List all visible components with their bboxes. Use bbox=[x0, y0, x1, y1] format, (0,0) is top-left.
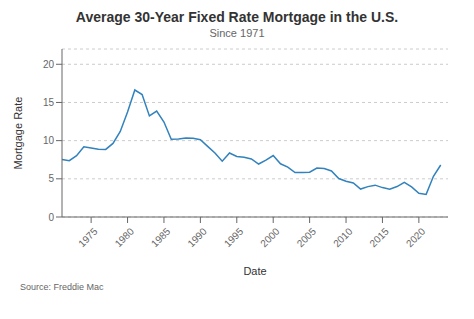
svg-text:15: 15 bbox=[43, 97, 55, 108]
html-text:Since 1971: Since 1971 bbox=[209, 27, 265, 39]
svg-text:5: 5 bbox=[48, 173, 54, 184]
html-text:Source: Freddie Mac: Source: Freddie Mac bbox=[20, 282, 104, 292]
svg-text:1995: 1995 bbox=[222, 225, 246, 249]
svg-text:2015: 2015 bbox=[367, 225, 391, 249]
svg-text:1975: 1975 bbox=[76, 225, 100, 249]
svg-text:2000: 2000 bbox=[258, 225, 282, 249]
svg-text:10: 10 bbox=[43, 135, 55, 146]
html-text:Average 30-Year Fixed Rate Mor: Average 30-Year Fixed Rate Mortgage in t… bbox=[75, 9, 399, 25]
svg-text:Mortgage Rate: Mortgage Rate bbox=[12, 97, 24, 170]
svg-text:0: 0 bbox=[48, 212, 54, 223]
svg-text:1985: 1985 bbox=[149, 225, 173, 249]
svg-text:1990: 1990 bbox=[185, 225, 209, 249]
svg-text:2005: 2005 bbox=[295, 225, 319, 249]
svg-text:2010: 2010 bbox=[331, 225, 355, 249]
svg-text:2020: 2020 bbox=[404, 225, 428, 249]
svg-text:20: 20 bbox=[43, 59, 55, 70]
svg-text:1980: 1980 bbox=[113, 225, 137, 249]
svg-text:Date: Date bbox=[243, 265, 266, 277]
